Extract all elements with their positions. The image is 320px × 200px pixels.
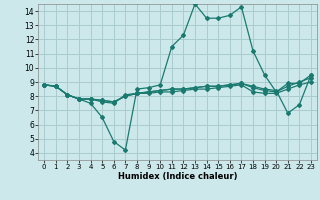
X-axis label: Humidex (Indice chaleur): Humidex (Indice chaleur) bbox=[118, 172, 237, 181]
